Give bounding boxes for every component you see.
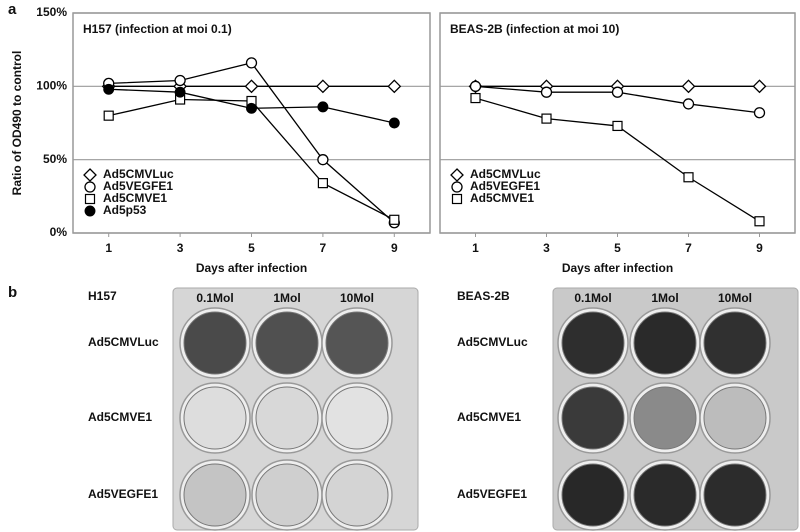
y-tick-label: 50% bbox=[43, 152, 67, 166]
marker bbox=[174, 86, 186, 98]
x-tick-label: 5 bbox=[614, 241, 621, 255]
x-tick-label: 7 bbox=[320, 241, 327, 255]
well bbox=[183, 463, 247, 527]
column-label: 10Mol bbox=[340, 291, 374, 305]
x-tick-label: 5 bbox=[248, 241, 255, 255]
plate-title: H157 bbox=[88, 289, 117, 303]
legend-label: Ad5VEGFE1 bbox=[470, 179, 540, 193]
marker bbox=[541, 113, 552, 124]
marker bbox=[387, 79, 402, 94]
row-label: Ad5CMVLuc bbox=[88, 335, 159, 349]
legend-marker bbox=[83, 168, 97, 182]
column-label: 10Mol bbox=[718, 291, 752, 305]
marker bbox=[754, 216, 765, 227]
well bbox=[325, 463, 389, 527]
row-label: Ad5VEGFE1 bbox=[457, 487, 527, 501]
marker bbox=[611, 86, 624, 98]
column-label: 1Mol bbox=[651, 291, 678, 305]
row-label: Ad5CMVE1 bbox=[88, 410, 152, 424]
well bbox=[325, 311, 389, 375]
marker bbox=[753, 107, 766, 119]
well bbox=[561, 463, 625, 527]
legend-label: Ad5p53 bbox=[103, 203, 147, 217]
legend-marker bbox=[84, 193, 96, 205]
well bbox=[183, 311, 247, 375]
plate-title: BEAS-2B bbox=[457, 289, 510, 303]
legend-label: Ad5CMVLuc bbox=[103, 167, 174, 181]
panel-label: b bbox=[8, 284, 17, 301]
chart-title: H157 (infection at moi 0.1) bbox=[83, 22, 232, 36]
legend-label: Ad5CMVLuc bbox=[470, 167, 541, 181]
marker bbox=[103, 110, 114, 121]
y-tick-label: 0% bbox=[50, 225, 68, 239]
legend-marker bbox=[451, 181, 463, 193]
marker bbox=[681, 79, 696, 94]
marker bbox=[612, 120, 623, 132]
column-label: 0.1Mol bbox=[196, 291, 233, 305]
marker bbox=[317, 101, 329, 113]
x-tick-label: 1 bbox=[472, 241, 479, 255]
well bbox=[703, 311, 767, 375]
y-tick-label: 100% bbox=[36, 79, 67, 93]
well bbox=[703, 386, 767, 450]
well bbox=[325, 386, 389, 450]
marker bbox=[388, 117, 400, 129]
row-label: Ad5VEGFE1 bbox=[88, 487, 158, 501]
well bbox=[561, 386, 625, 450]
legend-label: Ad5VEGFE1 bbox=[103, 179, 173, 193]
x-tick-label: 7 bbox=[685, 241, 692, 255]
x-axis-label: Days after infection bbox=[562, 261, 673, 275]
marker bbox=[317, 178, 328, 189]
legend-marker bbox=[84, 205, 96, 217]
well bbox=[255, 463, 319, 527]
chart-title: BEAS-2B (infection at moi 10) bbox=[450, 22, 619, 36]
y-axis-label: Ratio of OD490 to control bbox=[10, 51, 24, 196]
x-tick-label: 9 bbox=[391, 241, 398, 255]
row-label: Ad5CMVLuc bbox=[457, 335, 528, 349]
x-tick-label: 3 bbox=[543, 241, 550, 255]
x-tick-label: 3 bbox=[177, 241, 184, 255]
marker bbox=[540, 86, 553, 98]
marker bbox=[245, 57, 258, 69]
x-tick-label: 1 bbox=[105, 241, 112, 255]
legend-marker bbox=[451, 193, 463, 205]
well bbox=[633, 386, 697, 450]
well bbox=[255, 311, 319, 375]
marker bbox=[470, 92, 481, 104]
y-tick-label: 150% bbox=[36, 5, 67, 19]
well bbox=[255, 386, 319, 450]
marker bbox=[103, 83, 115, 95]
legend-marker bbox=[450, 168, 464, 182]
row-label: Ad5CMVE1 bbox=[457, 410, 521, 424]
marker bbox=[469, 80, 482, 92]
legend-label: Ad5CMVE1 bbox=[470, 191, 534, 205]
column-label: 0.1Mol bbox=[574, 291, 611, 305]
well bbox=[633, 311, 697, 375]
marker bbox=[752, 79, 767, 94]
marker bbox=[246, 102, 257, 114]
marker bbox=[174, 74, 186, 87]
panel-label: a bbox=[8, 1, 17, 18]
well bbox=[183, 386, 247, 450]
legend-marker bbox=[84, 181, 96, 193]
well bbox=[703, 463, 767, 527]
x-tick-label: 9 bbox=[756, 241, 763, 255]
marker bbox=[682, 98, 695, 110]
marker bbox=[315, 79, 330, 94]
marker bbox=[683, 172, 694, 183]
legend-label: Ad5CMVE1 bbox=[103, 191, 167, 205]
marker bbox=[244, 79, 259, 94]
marker bbox=[389, 214, 400, 225]
column-label: 1Mol bbox=[273, 291, 300, 305]
well bbox=[633, 463, 697, 527]
well bbox=[561, 311, 625, 375]
marker bbox=[317, 154, 329, 166]
x-axis-label: Days after infection bbox=[196, 261, 307, 275]
